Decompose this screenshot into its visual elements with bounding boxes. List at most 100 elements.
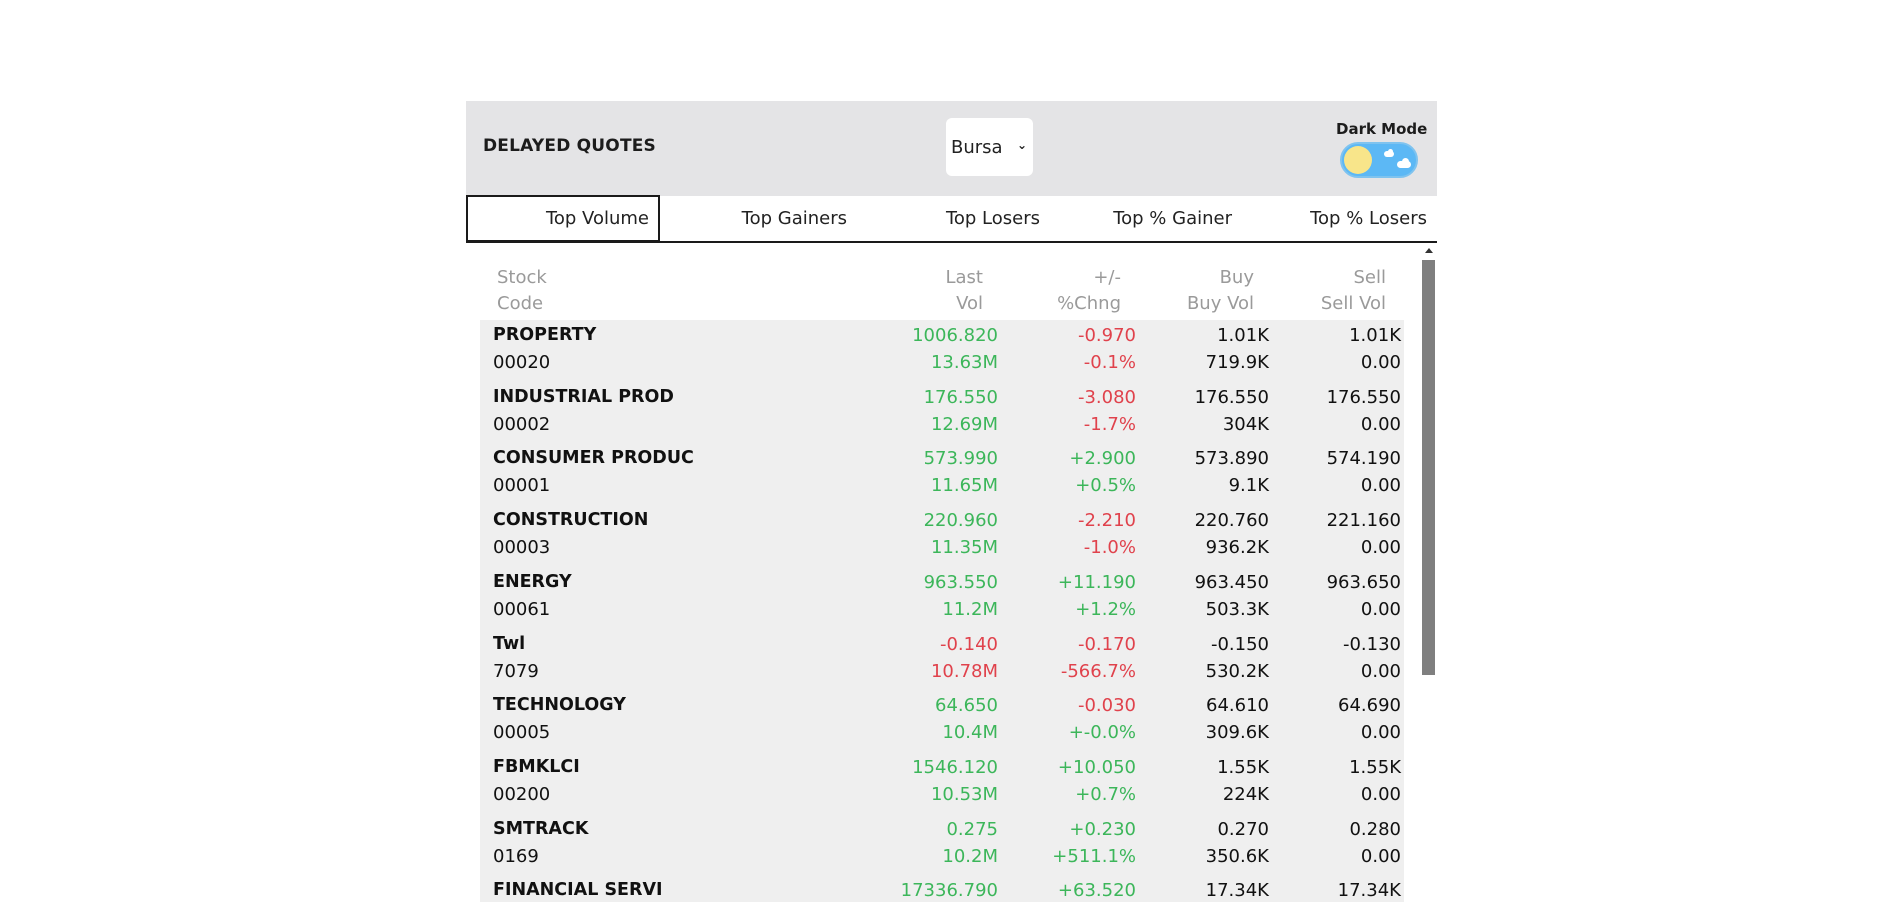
- cell-pct: -1.7%: [1083, 414, 1136, 435]
- cell-buy-vol: 530.2K: [1205, 661, 1269, 682]
- table-row[interactable]: FBMKLCI 00200 1546.120 10.53M +10.050 +0.7% 1.…: [480, 752, 1404, 814]
- cell-buy: 963.450: [1194, 572, 1269, 593]
- column-header-last: Last Vol: [945, 267, 984, 314]
- column-header-sell: Sell Sell Vol: [1320, 267, 1386, 314]
- stock-code: 00020: [493, 352, 551, 373]
- stock-code: 0169: [493, 846, 539, 867]
- column-header-stock: Stock Code: [497, 267, 547, 314]
- stock-name: SMTRACK: [493, 819, 589, 839]
- stock-code: 00002: [493, 414, 551, 435]
- table-row[interactable]: CONSUMER PRODUC 00001 573.990 11.65M +2.900 +…: [480, 443, 1404, 505]
- cell-pct: +511.1%: [1052, 846, 1136, 867]
- cell-chg: +10.050: [1057, 757, 1136, 778]
- table-row[interactable]: TECHNOLOGY 00005 64.650 10.4M -0.030 +-0.0% 64…: [480, 690, 1404, 752]
- cell-chg: -2.210: [1077, 510, 1136, 531]
- stock-name: TECHNOLOGY: [493, 695, 626, 715]
- cell-chg: -0.170: [1077, 634, 1136, 655]
- tab-top-pct-losers[interactable]: Top % Losers: [1310, 208, 1427, 229]
- cell-sell: 64.690: [1338, 695, 1401, 716]
- quote-rows: PROPERTY 00020 1006.820 13.63M -0.970 -0.1% 1.…: [480, 320, 1404, 902]
- stock-code: 00003: [493, 537, 551, 558]
- cell-chg: -3.080: [1077, 387, 1136, 408]
- cell-buy: -0.150: [1210, 634, 1269, 655]
- cell-last: 220.960: [923, 510, 998, 531]
- cell-pct: +0.5%: [1075, 475, 1136, 496]
- table-row[interactable]: INDUSTRIAL PROD 00002 176.550 12.69M -3.080 -…: [480, 382, 1404, 444]
- tab-bar: Top Volume Top Gainers Top Losers Top % …: [466, 195, 1437, 243]
- cell-chg: -0.970: [1077, 325, 1136, 346]
- cell-sell-vol: 0.00: [1360, 475, 1401, 496]
- widget-title: DELAYED QUOTES: [483, 136, 656, 156]
- table-row[interactable]: Twl 7079 -0.140 10.78M -0.170 -566.7% -0.150 53…: [480, 629, 1404, 691]
- stock-name: FINANCIAL SERVI: [493, 880, 663, 900]
- cell-pct: -0.1%: [1083, 352, 1136, 373]
- scrollbar[interactable]: [1421, 243, 1436, 902]
- cell-sell: 176.550: [1326, 387, 1401, 408]
- cell-last: 1546.120: [912, 757, 998, 778]
- cell-last: 0.275: [946, 819, 998, 840]
- cell-buy-vol: 309.6K: [1205, 722, 1269, 743]
- tab-top-gainers[interactable]: Top Gainers: [741, 208, 847, 229]
- cell-sell: 221.160: [1326, 510, 1401, 531]
- cell-chg: +11.190: [1057, 572, 1136, 593]
- tab-top-pct-gainer[interactable]: Top % Gainer: [1113, 208, 1232, 229]
- cell-pct: +1.2%: [1075, 599, 1136, 620]
- cell-buy-vol: 9.1K: [1228, 475, 1269, 496]
- tab-top-losers[interactable]: Top Losers: [945, 208, 1040, 229]
- dark-mode-toggle[interactable]: [1340, 142, 1418, 178]
- table-row[interactable]: SMTRACK 0169 0.275 10.2M +0.230 +511.1% 0.270 3…: [480, 814, 1404, 876]
- cell-sell: 17.34K: [1337, 880, 1401, 901]
- stock-code: 00005: [493, 722, 551, 743]
- stock-code: 7079: [493, 661, 539, 682]
- widget-header: DELAYED QUOTES Bursa ⌄ Dark Mode: [466, 101, 1437, 196]
- cell-vol: 10.78M: [930, 661, 998, 682]
- scroll-up-arrow-icon[interactable]: [1425, 248, 1433, 253]
- table-row[interactable]: ENERGY 00061 963.550 11.2M +11.190 +1.2% 963.4…: [480, 567, 1404, 629]
- cell-sell-vol: 0.00: [1360, 784, 1401, 805]
- stock-code: 00061: [493, 599, 551, 620]
- cell-pct: +-0.0%: [1068, 722, 1136, 743]
- cell-last: 64.650: [935, 695, 998, 716]
- cell-chg: -0.030: [1077, 695, 1136, 716]
- column-header-buy: Buy Buy Vol: [1186, 267, 1254, 314]
- stock-name: INDUSTRIAL PROD: [493, 387, 674, 407]
- cell-sell: 1.55K: [1349, 757, 1401, 778]
- cell-vol: 11.35M: [930, 537, 998, 558]
- cell-buy-vol: 350.6K: [1205, 846, 1269, 867]
- table-row[interactable]: PROPERTY 00020 1006.820 13.63M -0.970 -0.1% 1.…: [480, 320, 1404, 382]
- cell-buy: 17.34K: [1205, 880, 1269, 901]
- cell-vol: 10.4M: [942, 722, 998, 743]
- cell-buy-vol: 936.2K: [1205, 537, 1269, 558]
- cell-sell: 963.650: [1326, 572, 1401, 593]
- cell-sell: 0.280: [1349, 819, 1401, 840]
- stock-name: CONSTRUCTION: [493, 510, 649, 530]
- cell-vol: 10.53M: [930, 784, 998, 805]
- stock-name: PROPERTY: [493, 325, 597, 345]
- cell-sell: -0.130: [1342, 634, 1401, 655]
- stock-name: FBMKLCI: [493, 757, 580, 777]
- cell-buy: 64.610: [1206, 695, 1269, 716]
- table-row[interactable]: CONSTRUCTION 00003 220.960 11.35M -2.210 -1.0…: [480, 505, 1404, 567]
- market-select-value: Bursa: [951, 136, 1003, 158]
- stock-name: ENERGY: [493, 572, 572, 592]
- tab-top-volume[interactable]: Top Volume: [466, 195, 660, 242]
- delayed-quotes-widget: DELAYED QUOTES Bursa ⌄ Dark Mode Top Vol…: [466, 101, 1437, 902]
- market-select[interactable]: Bursa ⌄: [946, 118, 1033, 176]
- table-row[interactable]: FINANCIAL SERVI 17336.790 +63.520 17.34K 17.…: [480, 875, 1404, 902]
- chevron-down-icon: ⌄: [1016, 138, 1027, 152]
- stock-code: 00200: [493, 784, 551, 805]
- cell-buy: 0.270: [1217, 819, 1269, 840]
- cell-buy-vol: 719.9K: [1205, 352, 1269, 373]
- cell-buy-vol: 224K: [1222, 784, 1269, 805]
- stock-code: 00001: [493, 475, 551, 496]
- cell-buy: 220.760: [1194, 510, 1269, 531]
- cell-buy-vol: 304K: [1222, 414, 1269, 435]
- cell-sell-vol: 0.00: [1360, 599, 1401, 620]
- cell-sell-vol: 0.00: [1360, 661, 1401, 682]
- scrollbar-thumb[interactable]: [1422, 260, 1435, 675]
- stock-name: Twl: [493, 634, 526, 654]
- column-header-change: +/- %Chng: [1057, 267, 1121, 314]
- cell-vol: 11.65M: [930, 475, 998, 496]
- cell-sell-vol: 0.00: [1360, 537, 1401, 558]
- cell-last: 1006.820: [912, 325, 998, 346]
